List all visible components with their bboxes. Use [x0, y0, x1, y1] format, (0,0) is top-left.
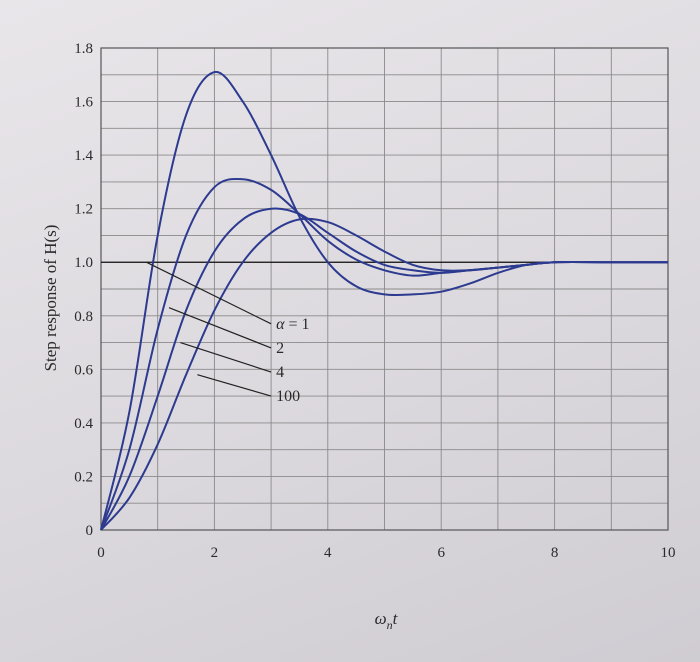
annotation-value: = 1	[285, 316, 310, 333]
annotation-label-3: 100	[276, 388, 300, 405]
y-tick-label: 1.2	[74, 202, 93, 218]
series-layer	[100, 71, 668, 531]
y-tick-label: 0.8	[74, 309, 93, 325]
annotation-label-1: 2	[276, 340, 284, 357]
x-axis-label: ωnt	[375, 609, 399, 632]
annotation-leader-1	[168, 307, 272, 349]
x-tick-label: 0	[97, 545, 105, 561]
annotation-leader-0	[146, 261, 272, 325]
y-tick-label: 0	[86, 523, 94, 539]
minor-grid	[101, 48, 668, 530]
annotation-value: 2	[276, 340, 284, 357]
y-tick-label: 1.8	[74, 41, 93, 57]
annotation-label-2: 4	[276, 364, 284, 381]
y-axis-label: Step response of H(s)	[41, 225, 60, 372]
x-tick-label: 6	[437, 545, 445, 561]
annotation-alpha: α	[276, 316, 285, 333]
y-tick-label: 1.6	[74, 95, 93, 111]
y-tick-label: 1.0	[74, 255, 93, 271]
y-tick-label: 0.2	[74, 469, 93, 485]
x-tick-label: 8	[551, 545, 559, 561]
annotation-leader-2	[180, 341, 272, 373]
y-tick-label: 0.6	[74, 362, 93, 378]
plot-frame	[100, 47, 669, 531]
y-tick-label: 0.4	[74, 416, 93, 432]
series-line-3	[100, 217, 668, 531]
x-tick-labels: 0 2 4 6 8 10	[97, 545, 675, 561]
y-tick-labels: 0 0.2 0.4 0.6 0.8 1.0 1.2 1.4 1.6 1.8	[74, 41, 93, 539]
x-tick-label: 4	[324, 545, 332, 561]
annotation-leader-3	[197, 374, 272, 397]
x-tick-label: 2	[211, 545, 219, 561]
y-tick-label: 1.4	[74, 148, 93, 164]
annotation-value: 4	[276, 364, 284, 381]
annotation-label-0: α = 1	[276, 316, 309, 333]
x-tick-label: 10	[661, 545, 676, 561]
annotation-value: 100	[276, 388, 300, 405]
